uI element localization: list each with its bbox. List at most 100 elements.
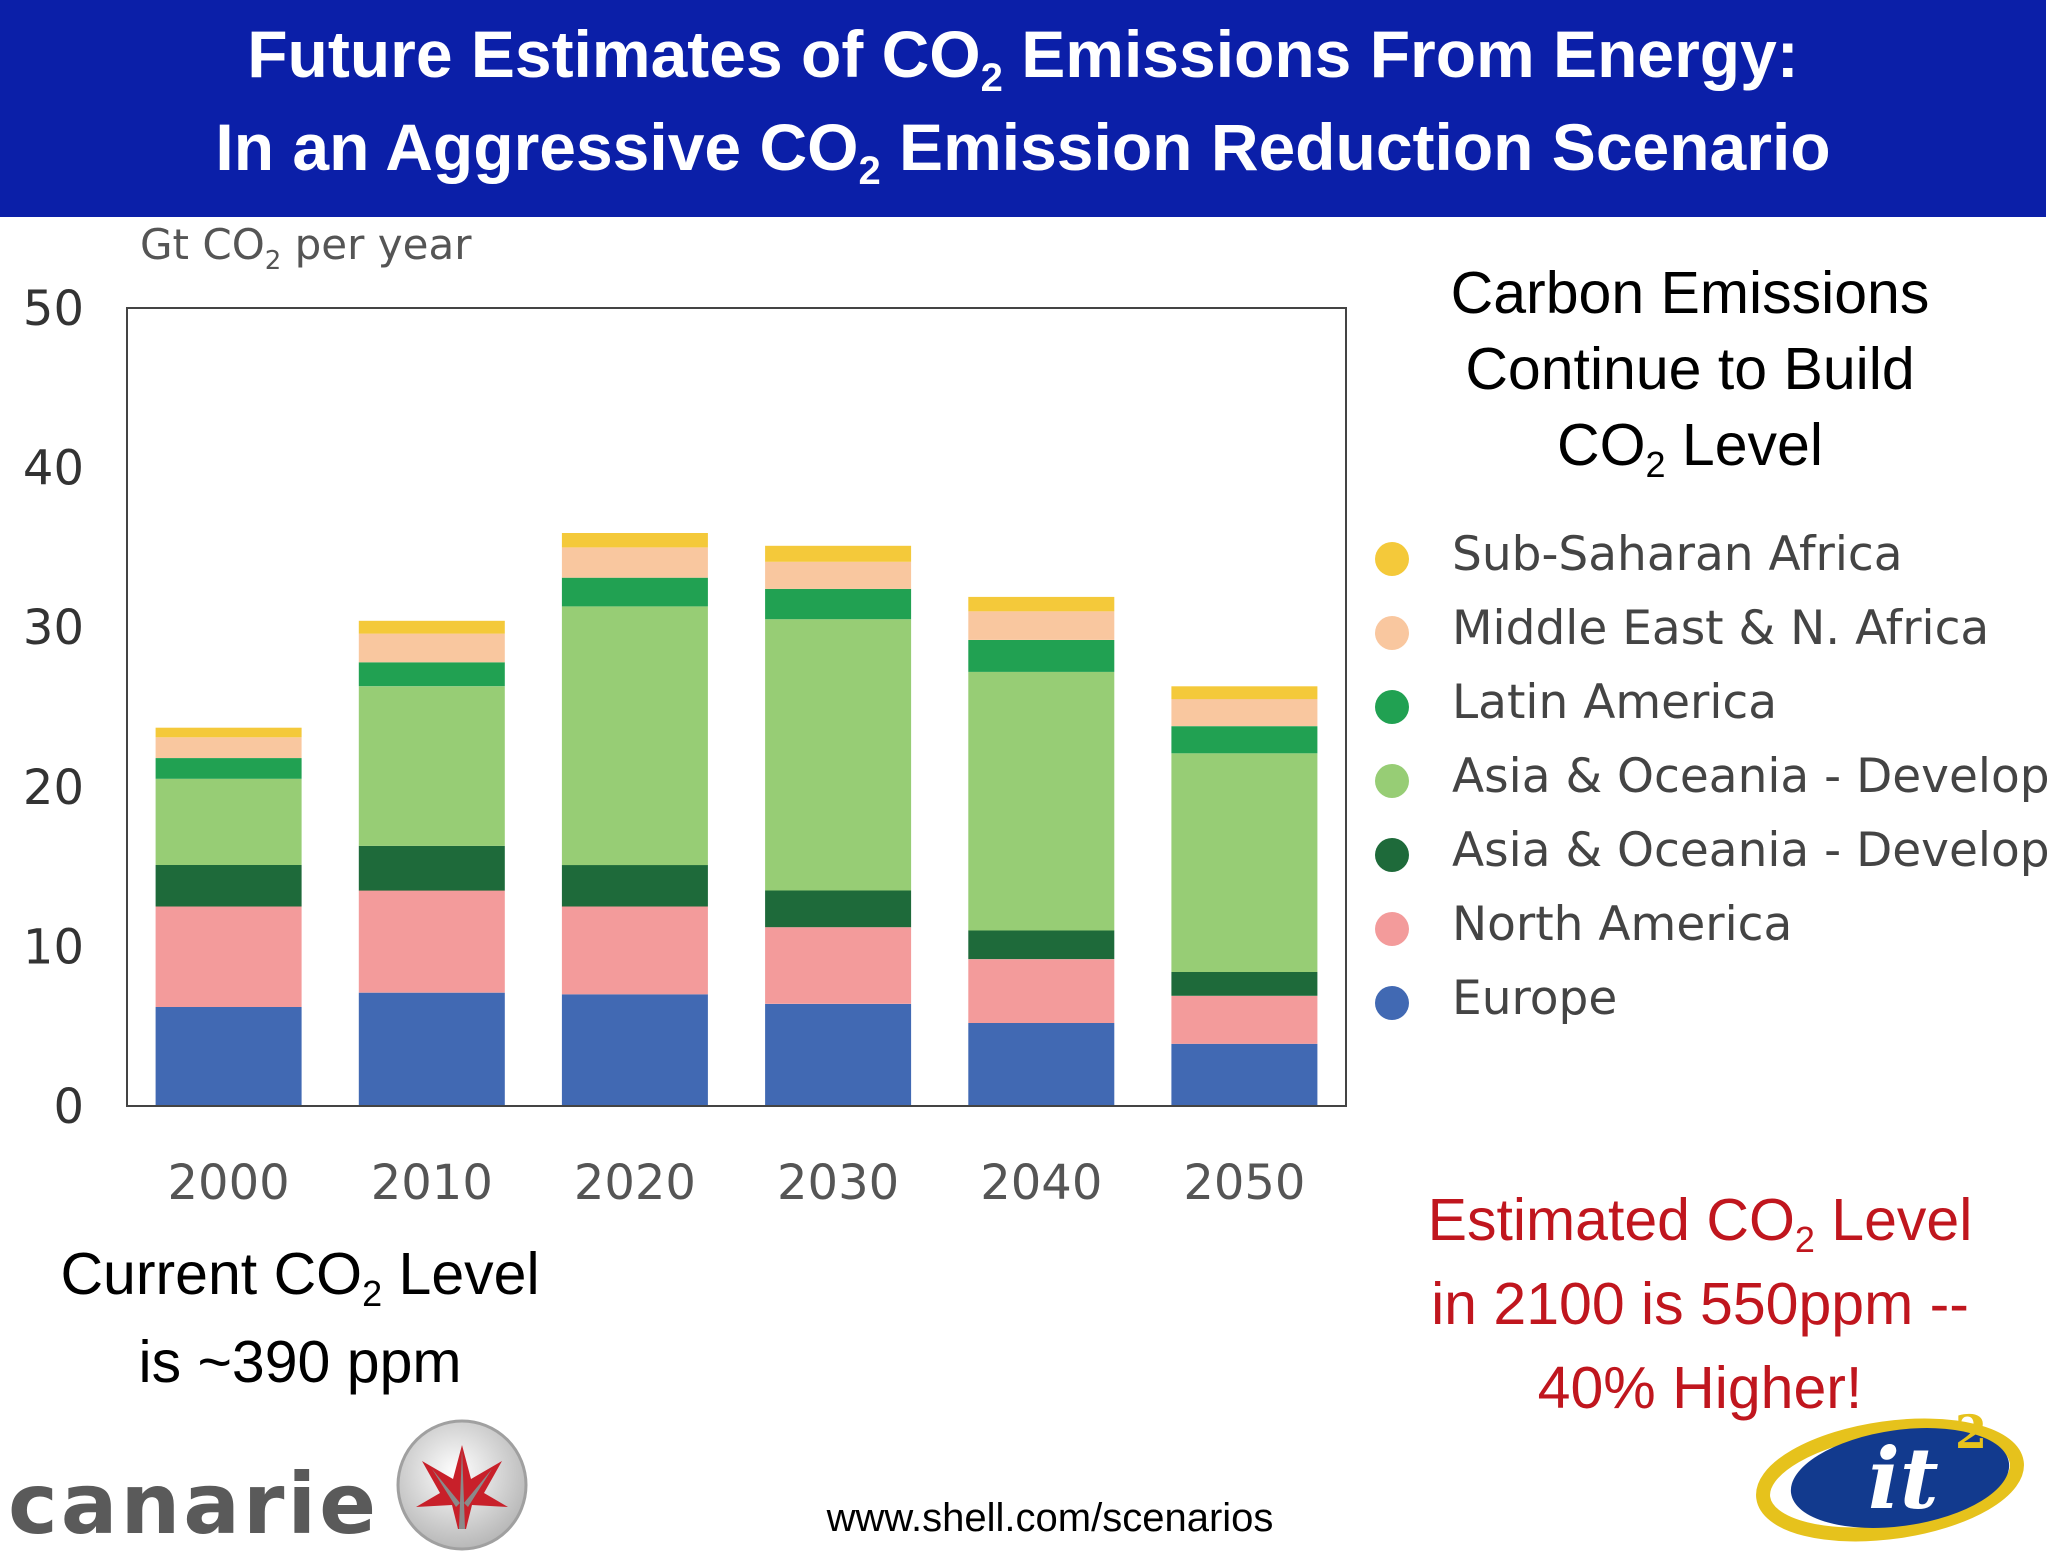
- legend-swatch-middle-east-n-africa: [1375, 616, 1409, 650]
- bar-segment-2050-asia-oceania-developed: [1171, 971, 1318, 996]
- bar-segment-2030-asia-oceania-developing: [765, 619, 912, 891]
- bar-segment-2030-north-america: [765, 927, 912, 1004]
- bar-segment-2050-latin-america: [1171, 726, 1318, 754]
- bar-segment-2040-europe: [968, 1023, 1115, 1106]
- bar-segment-2050-middle-east-n-africa: [1171, 699, 1318, 727]
- legend-swatch-asia-oceania-developing: [1375, 764, 1409, 798]
- y-tick-label-0: 0: [53, 1079, 84, 1135]
- legend-swatch-north-america: [1375, 912, 1409, 946]
- legend-label-north-america: North America: [1452, 897, 1793, 952]
- canarie-logo: canarie: [8, 1455, 380, 1553]
- bar-segment-2050-sub-saharan-africa: [1171, 686, 1318, 700]
- headline-line-1: Carbon Emissions: [1450, 260, 1930, 326]
- source-url: www.shell.com/scenarios: [826, 1496, 1274, 1540]
- bar-segment-2010-europe: [358, 992, 505, 1106]
- title-line-2: In an Aggressive CO2 Emission Reduction …: [215, 110, 1831, 193]
- headline-line-2: Continue to Build: [1465, 336, 1915, 402]
- bar-segment-2040-latin-america: [968, 640, 1115, 672]
- it2-logo-swoosh: [1756, 1418, 2024, 1542]
- bar-segment-2030-sub-saharan-africa: [765, 545, 912, 562]
- y-tick-label-40: 40: [23, 441, 84, 497]
- bar-segment-2000-asia-oceania-developing: [155, 778, 302, 865]
- maple-leaf-emblem-icon: [396, 1419, 528, 1551]
- headline-line-3: CO2 Level: [1557, 412, 1823, 485]
- legend-item-latin-america: Latin America: [1370, 673, 2048, 747]
- bar-segment-2010-latin-america: [358, 662, 505, 687]
- bar-segment-2050-asia-oceania-developing: [1171, 753, 1318, 972]
- bar-segment-2030-asia-oceania-developed: [765, 890, 912, 928]
- x-tick-label-2050: 2050: [1183, 1155, 1305, 1211]
- bar-segment-2020-asia-oceania-developing: [561, 606, 708, 866]
- headline-text: Carbon Emissions Continue to Build CO2 L…: [1380, 255, 2000, 483]
- y-axis-ticks: 0 10 20 30 40 50: [23, 281, 84, 1135]
- current-co2-level-note: Current CO2 Level is ~390 ppm: [20, 1230, 580, 1406]
- bar-segment-2010-sub-saharan-africa: [358, 620, 505, 634]
- current-level-line-2: is ~390 ppm: [138, 1329, 462, 1395]
- legend-label-asia-oceania-developed: Asia & Oceania - Developed: [1452, 823, 2048, 878]
- legend-swatch-europe: [1375, 986, 1409, 1020]
- y-tick-label-10: 10: [23, 919, 84, 975]
- bar-segment-2010-middle-east-n-africa: [358, 633, 505, 663]
- estimated-co2-level-note: Estimated CO2 Level in 2100 is 550ppm --…: [1390, 1178, 2010, 1430]
- legend-item-middle-east-n-africa: Middle East & N. Africa: [1370, 599, 2048, 673]
- y-tick-label-20: 20: [23, 760, 84, 816]
- x-tick-label-2010: 2010: [371, 1155, 493, 1211]
- legend-swatch-asia-oceania-developed: [1375, 838, 1409, 872]
- bar-segment-2030-latin-america: [765, 588, 912, 620]
- legend-swatch-latin-america: [1375, 690, 1409, 724]
- bar-segment-2000-north-america: [155, 906, 302, 1007]
- bar-segment-2000-latin-america: [155, 758, 302, 779]
- bar-segment-2030-middle-east-n-africa: [765, 561, 912, 589]
- estimate-line-2: in 2100 is 550ppm --: [1431, 1271, 1969, 1337]
- bar-segment-2020-north-america: [561, 906, 708, 995]
- chart-bars: [155, 533, 1318, 1106]
- y-tick-label-30: 30: [23, 600, 84, 656]
- legend-item-asia-oceania-developed: Asia & Oceania - Developed: [1370, 821, 2048, 895]
- legend-item-north-america: North America: [1370, 895, 2048, 969]
- bar-segment-2030-europe: [765, 1003, 912, 1106]
- y-axis-unit-label: Gt CO2 per year: [140, 220, 472, 276]
- bar-segment-2020-sub-saharan-africa: [561, 533, 708, 548]
- x-tick-label-2020: 2020: [574, 1155, 696, 1211]
- estimate-line-1: Estimated CO2 Level: [1427, 1187, 1973, 1260]
- bar-segment-2040-asia-oceania-developing: [968, 671, 1115, 931]
- legend-item-europe: Europe: [1370, 969, 2048, 1043]
- bar-segment-2000-asia-oceania-developed: [155, 865, 302, 907]
- legend-label-asia-oceania-developing: Asia & Oceania - Developing: [1452, 749, 2048, 804]
- bar-segment-2040-north-america: [968, 959, 1115, 1023]
- bar-segment-2020-asia-oceania-developed: [561, 865, 708, 907]
- current-level-line-1: Current CO2 Level: [60, 1241, 540, 1314]
- bar-segment-2020-europe: [561, 994, 708, 1106]
- legend-label-europe: Europe: [1452, 971, 1618, 1026]
- legend-item-asia-oceania-developing: Asia & Oceania - Developing: [1370, 747, 2048, 821]
- it2-logo-superscript: 2: [1955, 1405, 1987, 1459]
- bar-segment-2040-middle-east-n-africa: [968, 611, 1115, 640]
- bar-segment-2020-latin-america: [561, 577, 708, 607]
- x-tick-label-2030: 2030: [777, 1155, 899, 1211]
- x-tick-label-2000: 2000: [168, 1155, 290, 1211]
- bar-segment-2010-asia-oceania-developing: [358, 686, 505, 846]
- bar-segment-2020-middle-east-n-africa: [561, 547, 708, 578]
- bar-segment-2050-europe: [1171, 1043, 1318, 1106]
- it2-logo-text: it: [1868, 1429, 1939, 1528]
- bar-segment-2050-north-america: [1171, 995, 1318, 1044]
- chart-legend: Sub-Saharan Africa Middle East & N. Afric…: [1370, 525, 2048, 1043]
- bar-segment-2040-sub-saharan-africa: [968, 596, 1115, 612]
- it2-logo-oval: [1790, 1428, 2010, 1528]
- bar-segment-2040-asia-oceania-developed: [968, 930, 1115, 960]
- bar-segment-2000-middle-east-n-africa: [155, 737, 302, 758]
- legend-label-sub-saharan-africa: Sub-Saharan Africa: [1452, 527, 1903, 582]
- plot-frame: [126, 307, 1347, 1107]
- it2-logo: it 2: [1756, 1405, 2024, 1542]
- x-tick-label-2040: 2040: [980, 1155, 1102, 1211]
- bar-segment-2010-north-america: [358, 890, 505, 993]
- estimate-line-3: 40% Higher!: [1537, 1355, 1863, 1421]
- bar-segment-2010-asia-oceania-developed: [358, 845, 505, 891]
- y-tick-label-50: 50: [23, 281, 84, 337]
- legend-swatch-sub-saharan-africa: [1375, 542, 1409, 576]
- legend-item-sub-saharan-africa: Sub-Saharan Africa: [1370, 525, 2048, 599]
- x-axis-ticks: 2000 2010 2020 2030 2040 2050: [168, 1155, 1306, 1211]
- title-banner: Future Estimates of CO2 Emissions From E…: [0, 0, 2046, 217]
- legend-label-middle-east-n-africa: Middle East & N. Africa: [1452, 601, 1990, 656]
